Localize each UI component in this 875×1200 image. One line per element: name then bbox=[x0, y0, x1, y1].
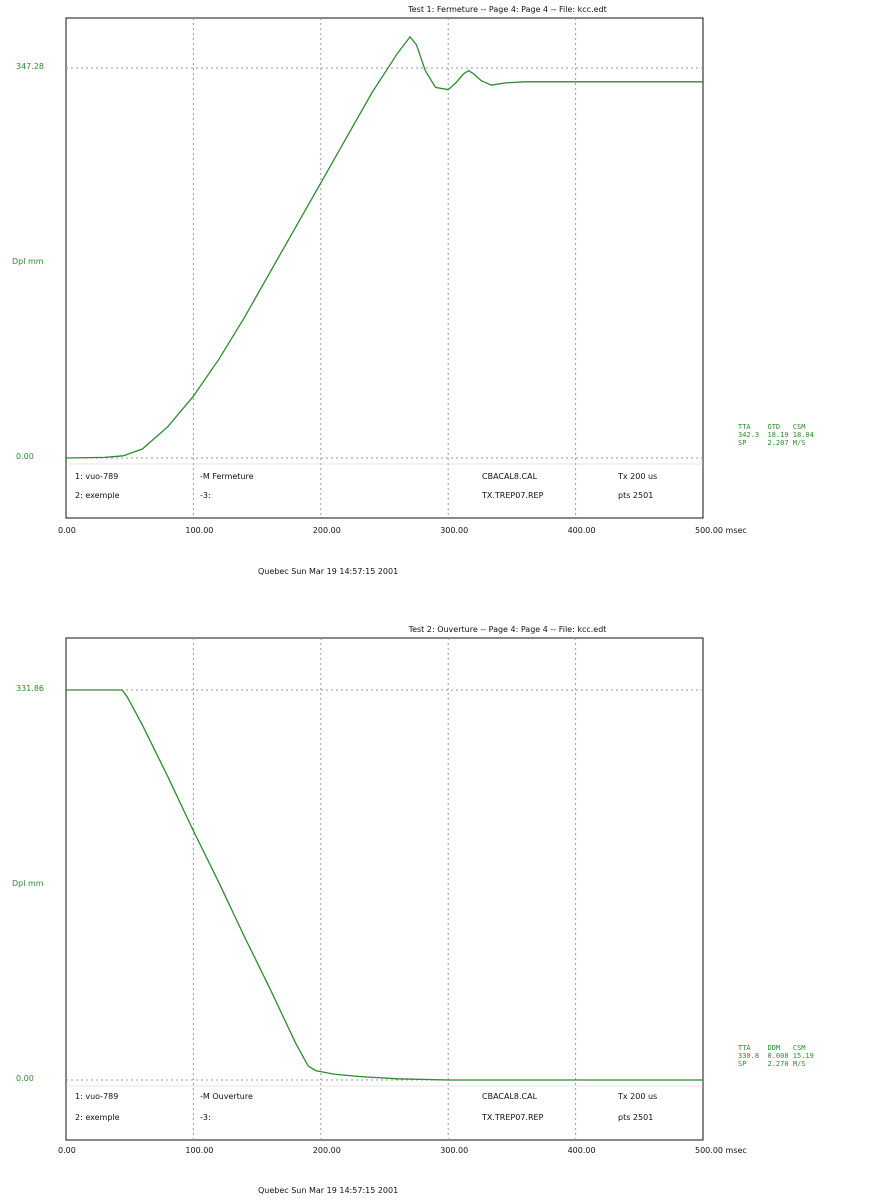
series-line bbox=[65, 35, 703, 459]
info-cell: TX.TREP07.REP bbox=[482, 1113, 544, 1122]
info-cell: pts 2501 bbox=[618, 1113, 654, 1122]
info-cell: TX.TREP07.REP bbox=[482, 491, 544, 500]
x-tick-label: 300.00 bbox=[440, 1146, 469, 1155]
side-stat-line: TTA OTD CSM bbox=[738, 423, 806, 431]
info-cell: 1: vuo-789 bbox=[75, 472, 119, 481]
info-cell: -3: bbox=[200, 491, 211, 500]
x-tick-label: 500.00 msec bbox=[695, 526, 747, 535]
info-cell: CBACAL8.CAL bbox=[482, 472, 538, 481]
plot-frame bbox=[65, 17, 704, 519]
info-cell: 2: exemple bbox=[75, 491, 120, 500]
series-line bbox=[66, 689, 703, 1081]
x-tick-label: 100.00 bbox=[185, 1146, 214, 1155]
info-cell: -M Fermeture bbox=[200, 472, 254, 481]
side-stat-line: SP 2.270 M/S bbox=[738, 1060, 806, 1068]
x-tick-label: 200.00 bbox=[312, 526, 341, 535]
side-stat-line: SP 2.207 M/S bbox=[738, 439, 806, 447]
chart-footer: Quebec Sun Mar 19 14:57:15 2001 bbox=[258, 1186, 399, 1195]
y-axis-label: Dpl mm bbox=[12, 879, 44, 888]
y-label-top: 331.86 bbox=[16, 684, 44, 693]
chart-title: Test 1: Fermeture -- Page 4: Page 4 -- F… bbox=[408, 5, 607, 14]
info-cell: 1: vuo-789 bbox=[75, 1092, 119, 1101]
info-cell: -M Ouverture bbox=[200, 1092, 253, 1101]
info-cell: Tx 200 us bbox=[618, 1092, 658, 1101]
x-tick-label: 400.00 bbox=[567, 1146, 596, 1155]
x-tick-label: 0.00 bbox=[58, 1146, 76, 1155]
y-label-top: 347.28 bbox=[16, 62, 44, 71]
x-tick-label: 300.00 bbox=[440, 526, 469, 535]
chart-footer: Quebec Sun Mar 19 14:57:15 2001 bbox=[258, 567, 399, 576]
info-cell: CBACAL8.CAL bbox=[482, 1092, 538, 1101]
x-tick-label: 0.00 bbox=[58, 526, 76, 535]
y-label-bottom: 0.00 bbox=[16, 1074, 34, 1083]
x-tick-label: 500.00 msec bbox=[695, 1146, 747, 1155]
x-tick-label: 100.00 bbox=[185, 526, 214, 535]
x-tick-label: 400.00 bbox=[567, 526, 596, 535]
y-axis-label: Dpl mm bbox=[12, 257, 44, 266]
plot-frame bbox=[65, 637, 704, 1141]
info-cell: -3: bbox=[200, 1113, 211, 1122]
info-cell: 2: exemple bbox=[75, 1113, 120, 1122]
info-cell: pts 2501 bbox=[618, 491, 654, 500]
chart-title: Test 2: Ouverture -- Page 4: Page 4 -- F… bbox=[408, 625, 607, 634]
side-stat-line: 342.3 18.19 18.04 bbox=[738, 431, 814, 439]
x-tick-label: 200.00 bbox=[312, 1146, 341, 1155]
side-stat-line: TTA DDM CSM bbox=[738, 1044, 806, 1052]
side-stat-line: 330.8 0.000 15.19 bbox=[738, 1052, 814, 1060]
y-label-bottom: 0.00 bbox=[16, 452, 34, 461]
info-cell: Tx 200 us bbox=[618, 472, 658, 481]
